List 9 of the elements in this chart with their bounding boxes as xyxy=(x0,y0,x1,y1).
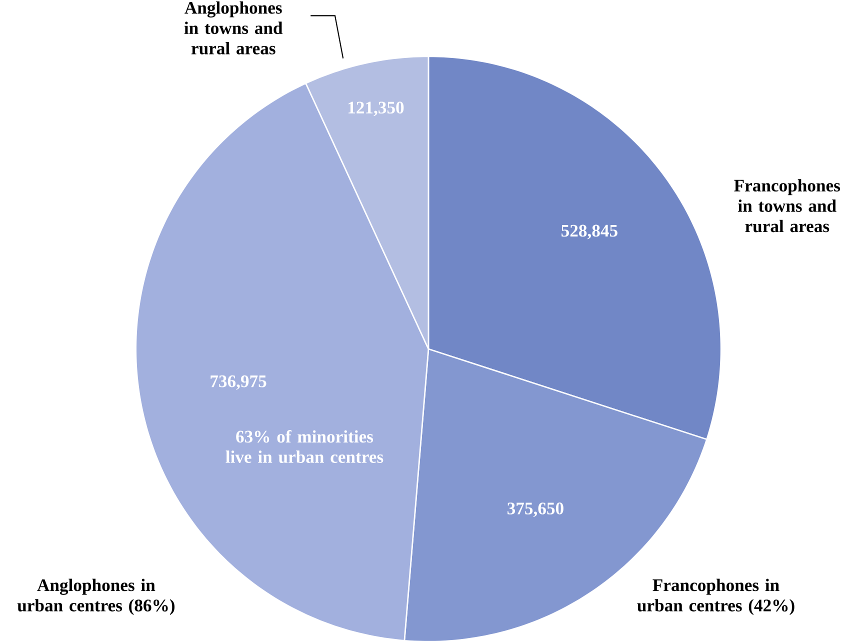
slice-label: Anglophones in urban centres (86%) xyxy=(17,578,175,615)
slice-label: Francophones in towns and rural areas xyxy=(734,179,840,232)
text: 63% of minorities live in urban centres xyxy=(226,430,384,463)
slice-label: Anglophones in towns and rural areas xyxy=(184,1,283,54)
data-label: 121,350 xyxy=(348,102,404,116)
data-label: 736,975 xyxy=(210,375,266,390)
slice-label: Francophones in urban centres (42%) xyxy=(637,578,794,615)
data-label: 375,650 xyxy=(508,502,564,517)
data-label: 528,845 xyxy=(562,224,618,240)
